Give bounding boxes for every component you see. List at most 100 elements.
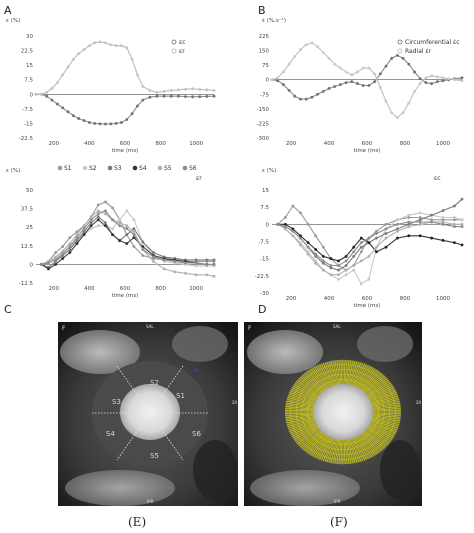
data-point [125, 209, 129, 213]
data-point [337, 273, 340, 277]
mesh-line [286, 417, 314, 424]
data-point [384, 232, 388, 235]
mesh-line [322, 362, 333, 386]
data-point [314, 234, 318, 238]
data-point [460, 218, 464, 222]
chart-d-right-title: εc [434, 175, 441, 182]
ytick-label: 12.5 [21, 244, 34, 250]
mesh-line [355, 364, 369, 388]
mesh-line [313, 436, 329, 458]
mesh-line [357, 436, 373, 458]
xtick-label: 600 [120, 141, 131, 147]
data-point [54, 255, 58, 259]
ytick-label: 0 [266, 222, 270, 228]
ytick-label: -15 [260, 257, 269, 263]
mesh-line [360, 434, 378, 455]
data-point [205, 258, 209, 262]
mesh-line [362, 373, 383, 392]
mesh-line [361, 433, 379, 454]
mesh-line [330, 439, 338, 464]
ytick-label: 0 [30, 262, 34, 268]
data-point [132, 227, 136, 231]
chart-d-ylabel: ε (%) [262, 168, 276, 174]
mesh-line [370, 390, 397, 401]
data-point [356, 70, 359, 74]
legend-c-label: S6 [189, 165, 197, 172]
data-point [66, 110, 70, 114]
data-point [283, 216, 287, 219]
data-point [89, 224, 93, 228]
data-point [321, 51, 325, 54]
data-point [310, 41, 314, 45]
data-point [118, 224, 122, 228]
mesh-line [301, 375, 322, 393]
data-point [47, 267, 50, 271]
data-point [327, 87, 331, 90]
ytick-label: 15 [262, 188, 269, 194]
mesh-line [285, 415, 314, 420]
xtick-label: 200 [286, 141, 297, 147]
data-point [82, 224, 86, 228]
data-point [337, 268, 340, 272]
panel-letter-c: C [4, 303, 12, 316]
mesh-line [303, 432, 324, 451]
data-point [276, 222, 280, 226]
data-point [407, 225, 411, 229]
mesh-line [285, 409, 314, 412]
data-point [435, 75, 439, 79]
mesh-line [302, 374, 323, 393]
mesh-line [289, 390, 316, 401]
data-point [103, 212, 107, 216]
data-point [395, 116, 399, 120]
ytick-label: -30 [260, 291, 269, 297]
ytick-label: -300 [257, 136, 270, 142]
data-point [441, 216, 445, 219]
data-point [125, 46, 129, 50]
data-point [118, 218, 122, 222]
legend-c: S1 S2 S3 S4 S5 S6 [57, 165, 197, 172]
data-point [96, 218, 100, 222]
ytick-label: 7.5 [24, 78, 33, 84]
data-point [327, 56, 331, 60]
ytick-label: -75 [260, 92, 269, 98]
ytick-label: -7.5 [22, 107, 33, 113]
data-point [367, 241, 371, 245]
mesh-line [370, 422, 397, 432]
data-point [352, 268, 356, 272]
data-point [407, 220, 411, 224]
data-point [162, 89, 166, 93]
data-point [418, 234, 422, 238]
data-point [194, 264, 198, 268]
panel-letter-b: B [258, 4, 266, 17]
data-point [39, 262, 43, 266]
data-point [50, 87, 54, 90]
mesh-line [307, 370, 325, 391]
data-point [103, 224, 107, 228]
mesh-ring [290, 364, 396, 460]
data-point [314, 252, 318, 256]
legend-a-label-2: εr [179, 48, 185, 55]
mesh-line [298, 429, 321, 446]
data-point [361, 66, 365, 70]
data-point [395, 229, 399, 233]
mesh-line [297, 379, 320, 396]
mesh-line [353, 362, 364, 386]
data-point [352, 250, 356, 254]
data-point [194, 258, 198, 262]
data-point [384, 64, 388, 68]
chart-c-xlabel: time (ms) [112, 293, 139, 299]
mesh-line [315, 436, 330, 459]
mesh-line [285, 416, 314, 422]
legend-a-marker-1 [171, 39, 177, 45]
ytick-label: 7.5 [260, 205, 269, 211]
mesh-ring [301, 374, 385, 450]
data-point [55, 81, 59, 85]
data-point [141, 254, 145, 257]
segment-label-s3: S3 [112, 398, 121, 406]
mesh-line [372, 400, 400, 407]
ytick-label: 150 [259, 49, 270, 55]
mesh-line [344, 439, 348, 465]
data-point [162, 94, 166, 98]
data-point [441, 76, 445, 80]
mri-left-side-label: 20 [232, 400, 238, 405]
